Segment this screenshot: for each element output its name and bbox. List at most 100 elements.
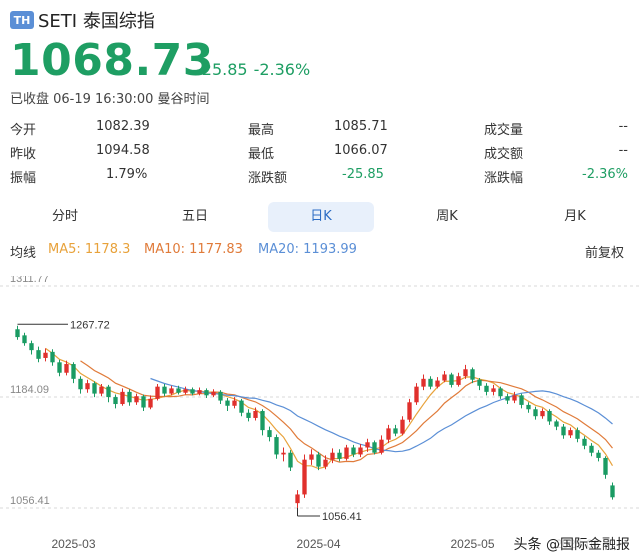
ma10-line — [80, 360, 613, 463]
stat-value: -- — [618, 119, 628, 134]
candle-body — [260, 410, 265, 431]
stat-value: 1082.39 — [96, 119, 150, 134]
candle-body — [120, 391, 125, 405]
candle-body — [400, 419, 405, 434]
candle-body — [477, 379, 482, 386]
candle-body — [330, 452, 335, 460]
candle-body — [428, 378, 433, 387]
candle-body — [610, 485, 615, 498]
price-change: -25.85 -2.36% — [196, 60, 316, 79]
candle-body — [197, 390, 202, 394]
stats-row: 振幅 1.79% 涨跌额 -25.85 涨跌幅 -2.36% — [10, 164, 630, 188]
candle-body — [246, 412, 251, 418]
candle-body — [603, 457, 608, 475]
candle-body — [113, 397, 118, 405]
candle-body — [218, 391, 223, 401]
candle-body — [29, 343, 34, 351]
candle-body — [232, 400, 237, 406]
stat-label: 涨跌幅 — [484, 171, 524, 186]
candle-body — [491, 388, 496, 392]
candle-body — [386, 428, 391, 440]
candle-body — [99, 386, 104, 394]
period-tabs: 分时 五日 日K 周K 月K — [10, 202, 630, 234]
candle-body — [155, 386, 160, 399]
ma5-line — [45, 347, 614, 470]
candle-body — [561, 426, 566, 436]
ma-label: 均线 — [10, 246, 37, 261]
candle-body — [239, 400, 244, 413]
candle-body — [15, 329, 20, 338]
ma-legend: 均线 MA5: 1178.3 MA10: 1177.83 MA20: 1193.… — [10, 242, 630, 261]
candle-body — [519, 395, 524, 405]
candle-body — [183, 389, 188, 393]
stat-label: 最高 — [248, 123, 275, 138]
market-status: 已收盘 06-19 16:30:00 曼谷时间 — [10, 92, 210, 107]
header: TH SETI 泰国综指 — [10, 8, 155, 32]
tab-intraday[interactable]: 分时 — [51, 209, 78, 224]
watermark: 头条 @国际金融报 — [509, 532, 634, 556]
candle-body — [470, 369, 475, 380]
x-tick-label: 2025-03 — [51, 537, 95, 551]
candle-body — [176, 388, 181, 393]
candle-body — [106, 386, 111, 398]
low-marker-label: 1056.41 — [322, 511, 362, 523]
x-tick-label: 2025-05 — [450, 537, 494, 551]
candle-body — [43, 352, 48, 358]
tab-weekly-k[interactable]: 周K — [436, 209, 458, 224]
candle-body — [526, 404, 531, 410]
candle-body — [204, 390, 209, 396]
x-tick-label: 2025-04 — [296, 537, 340, 551]
tab-daily-k[interactable]: 日K — [268, 202, 374, 232]
y-tick-label: 1184.09 — [10, 384, 49, 396]
candle-body — [596, 452, 601, 458]
candle-body — [274, 437, 279, 455]
candlestick-chart[interactable]: 1311.77 1184.09 1056.41 2025-03 2025-04 2025-… — [0, 276, 640, 560]
stat-label: 振幅 — [10, 171, 37, 186]
candle-body — [547, 410, 552, 422]
candle-body — [554, 421, 559, 427]
tab-monthly-k[interactable]: 月K — [564, 209, 586, 224]
candle-body — [407, 402, 412, 420]
stat-label: 成交额 — [484, 147, 524, 162]
stat-label: 成交量 — [484, 123, 524, 138]
candle-body — [225, 400, 230, 406]
candle-body — [253, 410, 258, 418]
candle-body — [92, 383, 97, 394]
stat-value: -- — [618, 143, 628, 158]
candle-body — [484, 385, 489, 392]
candle-body — [127, 391, 132, 403]
stat-label: 今开 — [10, 123, 37, 138]
candle-body — [302, 459, 307, 495]
candle-body — [463, 369, 468, 377]
candle-body — [344, 447, 349, 459]
candle-body — [337, 452, 342, 459]
candle-body — [393, 428, 398, 434]
candle-body — [57, 362, 62, 373]
tab-five-day[interactable]: 五日 — [181, 209, 208, 224]
candle-body — [316, 454, 321, 467]
candle-body — [582, 438, 587, 446]
candle-body — [512, 395, 517, 401]
candle-body — [449, 374, 454, 385]
adjust-toggle[interactable]: 前复权 — [584, 246, 624, 261]
ma5-value: MA5: 1178.3 — [48, 242, 131, 257]
candle-body — [162, 386, 167, 394]
candle-body — [267, 430, 272, 438]
candle-body — [190, 389, 195, 394]
candle-body — [309, 454, 314, 460]
stat-label: 最低 — [248, 147, 275, 162]
candle-body — [568, 430, 573, 436]
candle-body — [358, 447, 363, 455]
ma20-value: MA20: 1193.99 — [258, 242, 357, 257]
stat-label: 昨收 — [10, 147, 37, 162]
candle-body — [134, 396, 139, 403]
candle-body — [414, 386, 419, 403]
candle-body — [533, 409, 538, 417]
candle-body — [575, 430, 580, 439]
market-badge: TH — [10, 11, 34, 29]
change-percent: -2.36% — [253, 60, 311, 79]
candle-body — [288, 452, 293, 468]
stat-value: -2.36% — [582, 167, 628, 182]
candle-body — [351, 447, 356, 455]
candle-body — [22, 335, 27, 344]
